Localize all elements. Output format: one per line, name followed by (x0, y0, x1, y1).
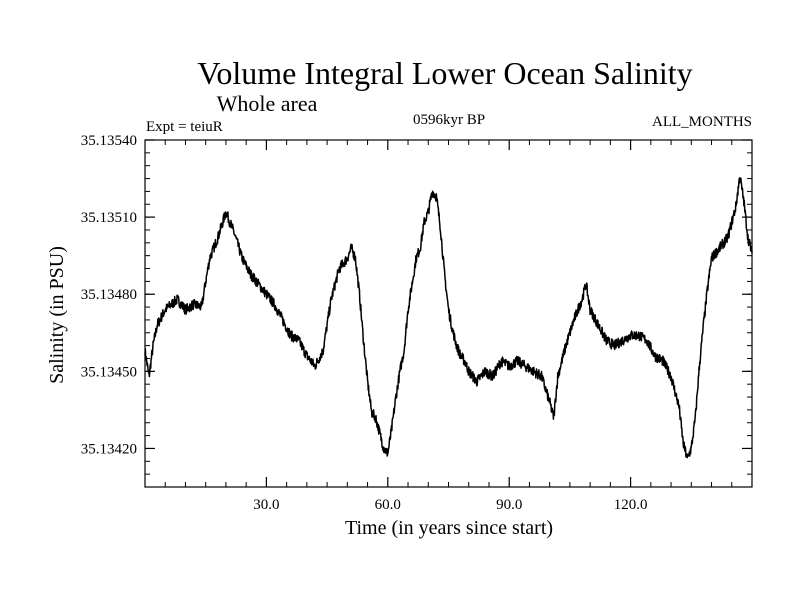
y-tick-label: 35.13540 (81, 133, 137, 149)
x-tick-label: 120.0 (614, 497, 648, 513)
period-label: 0596kyr BP (413, 112, 485, 128)
y-tick-label: 35.13510 (81, 210, 137, 226)
x-axis-label: Time (in years since start) (345, 517, 553, 539)
y-axis-label: Salinity (in PSU) (46, 246, 68, 384)
series-line-salinity (144, 176, 753, 459)
chart-title: Volume Integral Lower Ocean Salinity (197, 55, 692, 91)
y-tick-label: 35.13450 (81, 364, 137, 380)
experiment-label: Expt = teiuR (146, 119, 223, 135)
x-tick-label: 90.0 (496, 497, 522, 513)
x-tick-label: 60.0 (375, 497, 401, 513)
x-tick-label: 30.0 (253, 497, 279, 513)
y-tick-label: 35.13420 (81, 441, 137, 457)
months-label: ALL_MONTHS (652, 114, 752, 130)
chart-subtitle: Whole area (217, 91, 318, 116)
y-tick-label: 35.13480 (81, 287, 137, 303)
